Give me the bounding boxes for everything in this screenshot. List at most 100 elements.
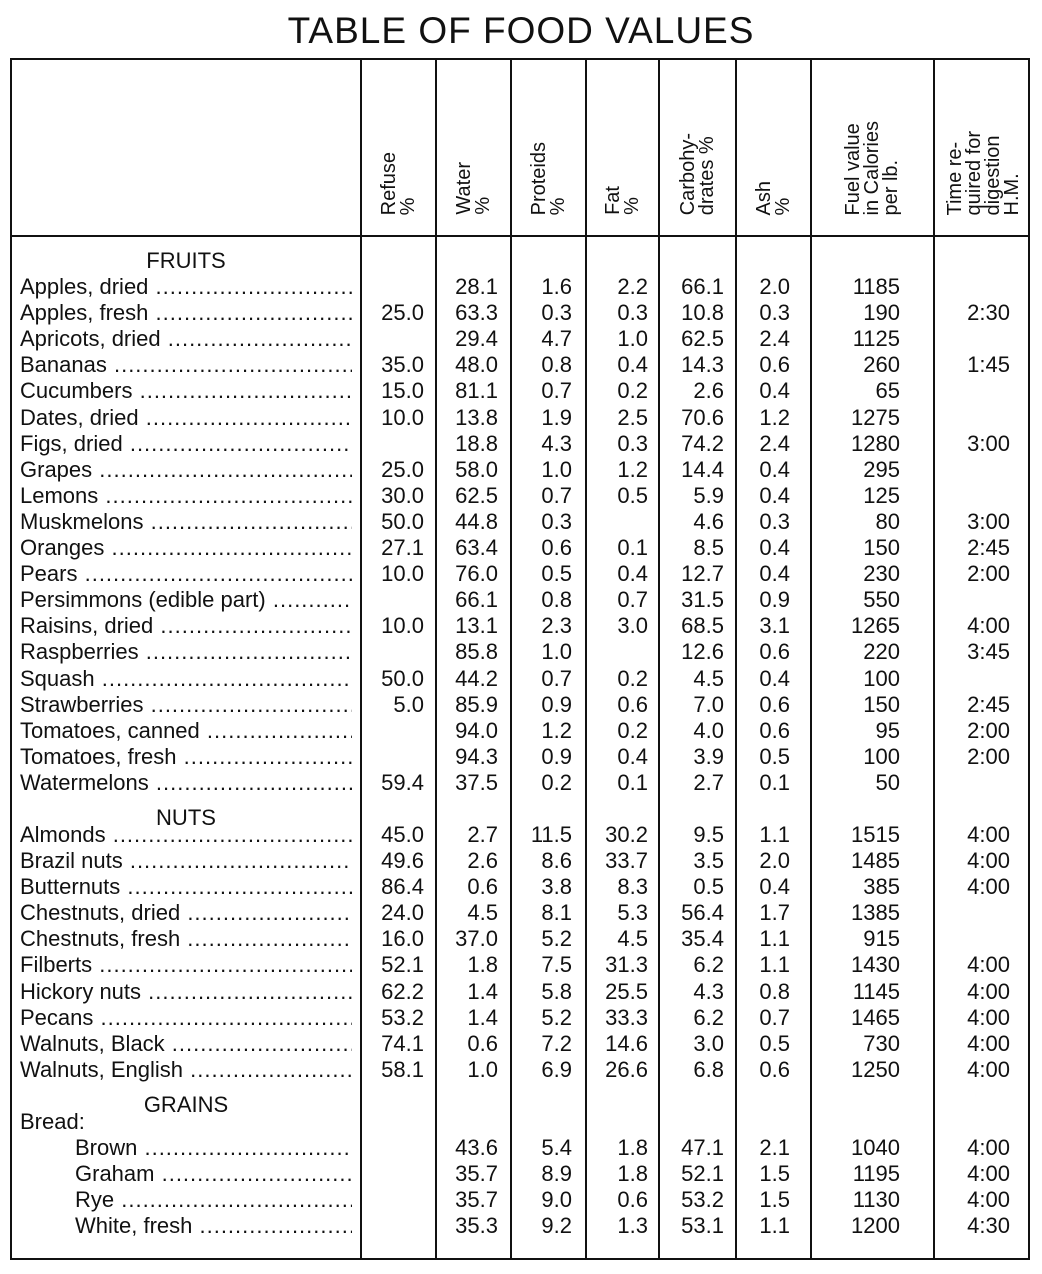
value-cell: 4:00 <box>967 874 1010 900</box>
value-cell: 4:00 <box>967 1134 1010 1160</box>
value-cell: 1.4 <box>467 1004 498 1030</box>
value-cell: 1515 <box>851 821 900 847</box>
value-cell: 86.4 <box>381 874 424 900</box>
value-cell: 15.0 <box>381 378 424 404</box>
value-cell: 1200 <box>851 1213 900 1239</box>
value-cell: 2.2 <box>617 274 648 299</box>
value-cell: 12.6 <box>681 639 724 665</box>
value-cell: 0.4 <box>759 456 790 482</box>
column-header: Time re- quired for digestion H.M. <box>935 60 1032 235</box>
section-heading: GRAINS <box>143 1091 229 1117</box>
value-cell: 0.2 <box>617 378 648 404</box>
value-cell: 5.0 <box>393 691 424 717</box>
column-rule <box>933 60 935 1258</box>
value-cell: 100 <box>863 743 900 769</box>
value-cell: 0.1 <box>617 535 648 560</box>
value-cell: 6.8 <box>693 1056 724 1082</box>
header-text: Carbohy- drates % <box>676 132 718 215</box>
value-cell: 1.1 <box>759 926 790 952</box>
value-cell: 31.3 <box>605 952 648 978</box>
food-name: Tomatoes, canned <box>20 718 352 744</box>
value-cell: 85.8 <box>455 639 498 665</box>
value-cell: 230 <box>863 561 900 587</box>
value-cell: 4:30 <box>967 1213 1010 1239</box>
food-name: Walnuts, Black <box>20 1031 352 1057</box>
value-cell: 37.5 <box>455 769 498 795</box>
value-cell: 915 <box>863 926 900 952</box>
value-cell: 4:00 <box>967 1187 1010 1212</box>
value-cell: 62.5 <box>681 326 724 352</box>
value-cell: 35.0 <box>381 352 424 378</box>
food-name: Apples, fresh <box>20 300 352 326</box>
value-cell: 25.0 <box>381 456 424 482</box>
value-cell: 1.0 <box>617 326 648 352</box>
value-cell: 5.3 <box>617 900 648 926</box>
column-header: Fat % <box>587 60 658 235</box>
value-cell: 4:00 <box>967 1160 1010 1186</box>
value-cell: 1.7 <box>759 900 790 926</box>
value-cell: 1.5 <box>759 1187 790 1212</box>
value-cell: 3:00 <box>967 430 1010 456</box>
value-cell: 0.7 <box>541 378 572 404</box>
value-cell: 35.7 <box>455 1187 498 1212</box>
value-cell: 25.5 <box>605 978 648 1004</box>
column-rule <box>735 60 737 1258</box>
value-cell: 2.6 <box>693 378 724 404</box>
value-cell: 1.2 <box>759 404 790 430</box>
header-text: Water % <box>452 162 494 215</box>
food-name: Tomatoes, fresh <box>20 744 352 770</box>
value-cell: 1.0 <box>541 639 572 665</box>
header-text: Proteids % <box>527 141 569 215</box>
value-cell: 0.4 <box>759 665 790 691</box>
value-cell: 58.1 <box>381 1056 424 1082</box>
food-name: Figs, dried <box>20 431 352 457</box>
value-cell: 1.8 <box>467 952 498 978</box>
value-cell: 44.8 <box>455 508 498 534</box>
food-name: Bananas <box>20 352 352 378</box>
value-cell: 4:00 <box>967 952 1010 978</box>
value-cell: 56.4 <box>681 900 724 926</box>
food-name: Butternuts <box>20 874 352 900</box>
food-name: Hickory nuts <box>20 979 352 1005</box>
value-cell: 0.6 <box>617 691 648 717</box>
food-name: Persimmons (edible part) <box>20 587 352 613</box>
food-name: Brown <box>75 1135 352 1161</box>
value-cell: 1.9 <box>541 404 572 430</box>
value-cell: 10.0 <box>381 404 424 430</box>
value-cell: 150 <box>863 691 900 717</box>
value-cell: 53.2 <box>681 1187 724 1212</box>
value-cell: 63.4 <box>455 535 498 560</box>
value-cell: 35.7 <box>455 1160 498 1186</box>
value-cell: 2.7 <box>467 821 498 847</box>
value-cell: 3.5 <box>693 848 724 873</box>
value-cell: 1145 <box>852 978 900 1004</box>
value-cell: 0.1 <box>617 769 648 795</box>
food-name: Dates, dried <box>20 405 352 431</box>
value-cell: 45.0 <box>381 821 424 847</box>
value-cell: 385 <box>863 874 900 900</box>
value-cell: 52.1 <box>681 1160 724 1186</box>
value-cell: 50.0 <box>381 665 424 691</box>
value-cell: 65 <box>875 378 900 404</box>
value-cell: 1.5 <box>759 1160 790 1186</box>
value-cell: 220 <box>863 639 900 665</box>
value-cell: 0.4 <box>759 378 790 404</box>
value-cell: 13.1 <box>455 613 498 639</box>
column-header: Ash % <box>737 60 810 235</box>
value-cell: 2.0 <box>759 848 790 873</box>
value-cell: 26.6 <box>605 1056 648 1082</box>
value-cell: 2.3 <box>541 613 572 639</box>
value-cell: 0.1 <box>759 769 790 795</box>
header-text: Time re- quired for digestion H.M. <box>943 130 1023 216</box>
value-cell: 4:00 <box>967 1056 1010 1082</box>
value-cell: 550 <box>863 587 900 613</box>
value-cell: 43.6 <box>455 1134 498 1160</box>
column-rule <box>585 60 587 1258</box>
value-cell: 2:45 <box>967 691 1010 717</box>
value-cell: 47.1 <box>681 1134 724 1160</box>
value-cell: 0.7 <box>541 482 572 508</box>
value-cell: 1195 <box>852 1160 900 1186</box>
value-cell: 68.5 <box>681 613 724 639</box>
value-cell: 0.3 <box>617 300 648 326</box>
